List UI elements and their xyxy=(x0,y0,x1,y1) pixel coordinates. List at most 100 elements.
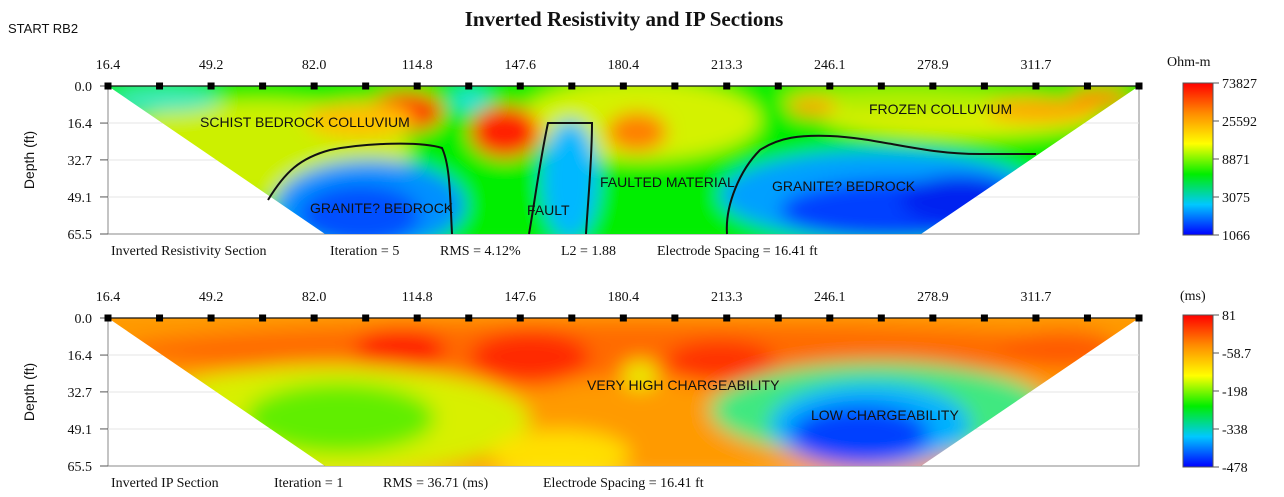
figure-title: Inverted Resistivity and IP Sections xyxy=(465,7,784,31)
x-tick-label: 49.2 xyxy=(199,58,224,73)
y-tick-label: 65.5 xyxy=(68,228,93,243)
colorbar-label: 3075 xyxy=(1222,191,1250,206)
y-tick-label: 0.0 xyxy=(75,312,93,327)
resistivity-panel: SCHIST BEDROCK COLLUVIUM FROZEN COLLUVIU… xyxy=(21,55,1257,259)
y-tick-label: 49.1 xyxy=(68,423,93,438)
x-tick-label: 16.4 xyxy=(96,290,121,305)
y-tick-label: 32.7 xyxy=(68,386,93,401)
electrode-marker xyxy=(619,314,627,322)
ip-rms: RMS = 36.71 (ms) xyxy=(383,476,488,491)
electrode-marker xyxy=(877,82,885,90)
resistivity-colorbar xyxy=(1182,82,1214,236)
annotation-low-chargeability: LOW CHARGEABILITY xyxy=(811,407,959,423)
x-tick-label: 213.3 xyxy=(711,58,743,73)
electrode-marker xyxy=(310,314,318,322)
resistivity-l2: L2 = 1.88 xyxy=(561,244,616,259)
x-tick-label: 213.3 xyxy=(711,290,743,305)
x-tick-label: 49.2 xyxy=(199,290,224,305)
electrode-marker xyxy=(1135,82,1143,90)
electrode-marker xyxy=(362,314,370,322)
annotation-faulted-material: FAULTED MATERIAL xyxy=(600,174,735,190)
colorbar-label: -478 xyxy=(1222,461,1248,476)
electrode-marker xyxy=(156,314,164,322)
electrode-marker xyxy=(671,314,679,322)
x-tick-label: 114.8 xyxy=(402,58,433,73)
resistivity-colorbar-labels: 73827 25592 8871 3075 1066 xyxy=(1213,77,1257,244)
annotation-frozen-colluvium: FROZEN COLLUVIUM xyxy=(869,101,1012,117)
electrode-marker xyxy=(1083,314,1091,322)
x-tick-label: 246.1 xyxy=(814,58,846,73)
y-tick-label: 49.1 xyxy=(68,191,93,206)
x-tick-label: 278.9 xyxy=(917,290,949,305)
electrode-marker xyxy=(259,82,267,90)
electrode-marker xyxy=(1032,314,1040,322)
annotation-fault: FAULT xyxy=(527,202,570,218)
electrode-marker xyxy=(259,314,267,322)
annotation-very-high-chargeability: VERY HIGH CHARGEABILITY xyxy=(587,377,780,393)
electrode-marker xyxy=(877,314,885,322)
x-tick-label: 16.4 xyxy=(96,58,121,73)
y-tick-label: 16.4 xyxy=(68,349,93,364)
electrode-marker xyxy=(207,314,215,322)
y-tick-label: 0.0 xyxy=(75,80,93,95)
x-tick-label: 114.8 xyxy=(402,290,433,305)
electrode-marker xyxy=(568,314,576,322)
electrode-marker xyxy=(207,82,215,90)
electrode-marker xyxy=(671,82,679,90)
colorbar-label: 25592 xyxy=(1222,115,1257,130)
electrode-marker xyxy=(1135,314,1143,322)
electrode-marker xyxy=(723,82,731,90)
annotation-granite-bedrock-left: GRANITE? BEDROCK xyxy=(310,200,454,216)
electrode-marker xyxy=(1032,82,1040,90)
electrode-marker xyxy=(156,82,164,90)
ip-electrodes xyxy=(104,314,1143,322)
ip-panel: VERY HIGH CHARGEABILITY LOW CHARGEABILIT… xyxy=(21,289,1251,491)
resistivity-section-label: Inverted Resistivity Section xyxy=(111,244,267,259)
electrode-marker xyxy=(929,314,937,322)
ip-colorbar xyxy=(1182,314,1214,468)
ip-section-label: Inverted IP Section xyxy=(111,476,219,491)
x-tick-label: 180.4 xyxy=(608,58,640,73)
ip-y-ticks: 0.0 16.4 32.7 49.1 65.5 xyxy=(68,312,108,475)
electrode-marker xyxy=(568,82,576,90)
colorbar-label: 81 xyxy=(1222,309,1236,324)
corner-label: START RB2 xyxy=(8,21,78,36)
electrode-marker xyxy=(104,314,112,322)
electrode-marker xyxy=(104,82,112,90)
resistivity-iteration: Iteration = 5 xyxy=(330,244,399,259)
electrode-marker xyxy=(413,82,421,90)
electrode-marker xyxy=(465,314,473,322)
electrode-marker xyxy=(465,82,473,90)
ip-x-ticks: 16.4 49.2 82.0 114.8 147.6 180.4 213.3 246.1 278… xyxy=(96,290,1052,305)
y-tick-label: 32.7 xyxy=(68,154,93,169)
x-tick-label: 147.6 xyxy=(505,58,537,73)
resistivity-x-ticks: 16.4 49.2 82.0 114.8 147.6 180.4 213.3 246.1 278… xyxy=(96,58,1052,73)
colorbar-label: 1066 xyxy=(1222,229,1250,244)
x-tick-label: 147.6 xyxy=(505,290,537,305)
colorbar-label: -338 xyxy=(1222,423,1248,438)
x-tick-label: 246.1 xyxy=(814,290,846,305)
resistivity-y-ticks: 0.0 16.4 32.7 49.1 65.5 xyxy=(68,80,108,243)
electrode-marker xyxy=(516,82,524,90)
x-tick-label: 311.7 xyxy=(1020,290,1051,305)
electrode-marker xyxy=(413,314,421,322)
electrode-marker xyxy=(774,82,782,90)
resistivity-heatmap xyxy=(108,86,1139,234)
electrode-marker xyxy=(980,314,988,322)
electrode-marker xyxy=(980,82,988,90)
ip-iteration: Iteration = 1 xyxy=(274,476,343,491)
electrode-marker xyxy=(826,82,834,90)
ip-colorbar-labels: 81 -58.7 -198 -338 -478 xyxy=(1213,309,1251,476)
ip-colorbar-unit: (ms) xyxy=(1180,289,1206,304)
resistivity-y-label: Depth (ft) xyxy=(21,131,37,189)
ip-spacing: Electrode Spacing = 16.41 ft xyxy=(543,476,704,491)
annotation-schist-bedrock-colluvium: SCHIST BEDROCK COLLUVIUM xyxy=(200,114,410,130)
electrode-marker xyxy=(826,314,834,322)
electrode-marker xyxy=(929,82,937,90)
x-tick-label: 82.0 xyxy=(302,290,327,305)
x-tick-label: 278.9 xyxy=(917,58,949,73)
colorbar-label: 8871 xyxy=(1222,153,1250,168)
y-tick-label: 16.4 xyxy=(68,117,93,132)
resistivity-spacing: Electrode Spacing = 16.41 ft xyxy=(657,244,818,259)
